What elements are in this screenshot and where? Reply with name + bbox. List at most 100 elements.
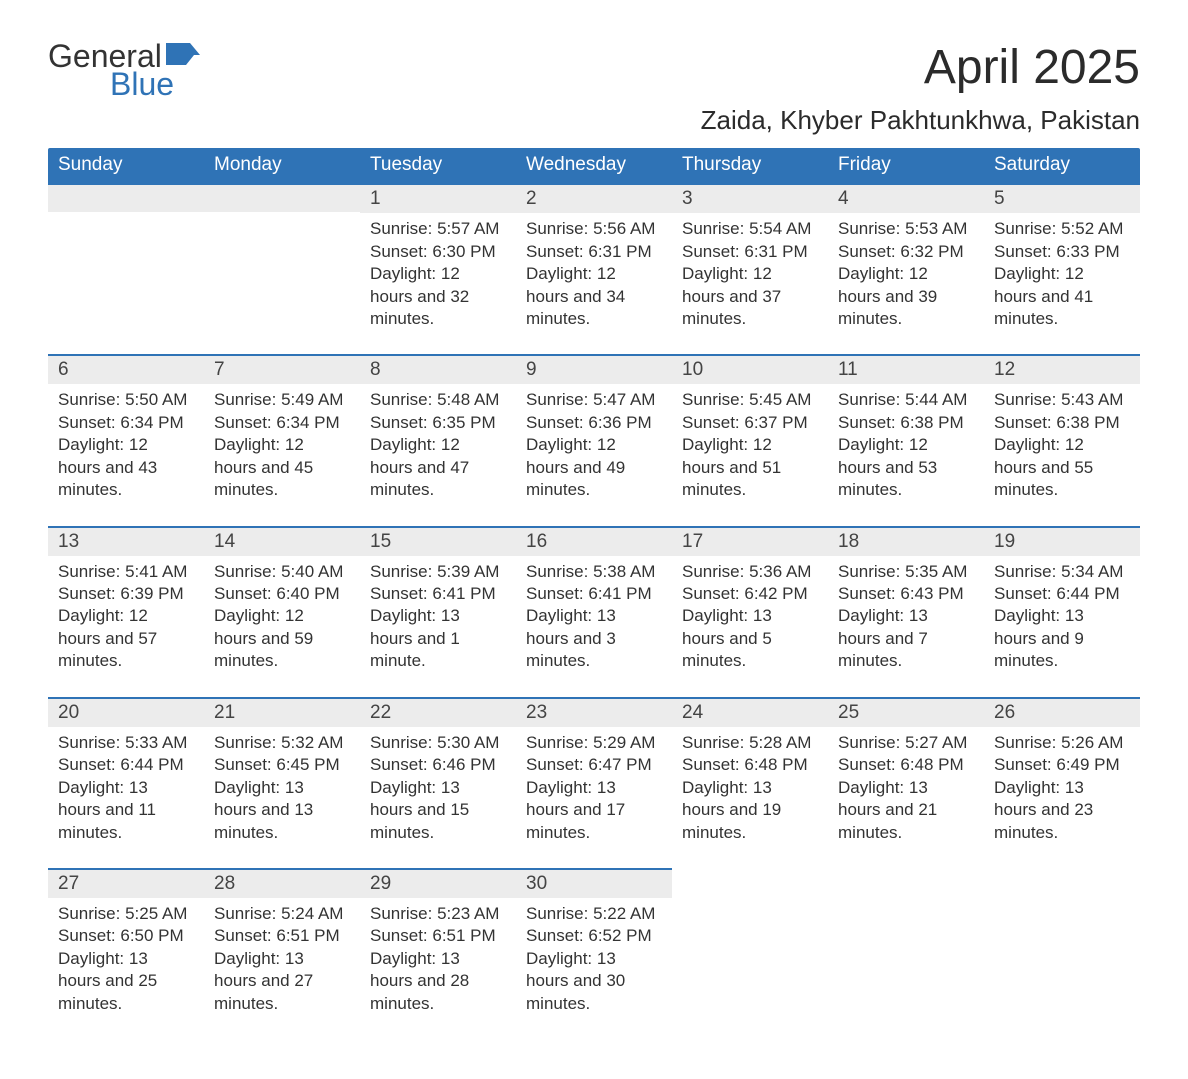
- day-cell: 28 Sunrise: 5:24 AMSunset: 6:51 PMDayligh…: [204, 868, 360, 1039]
- day-cell: 1Sunrise: 5:57 AMSunset: 6:30 PMDaylight…: [360, 183, 516, 354]
- sunrise-line: Sunrise: 5:38 AM: [526, 561, 662, 583]
- sunset-line: Sunset: 6:44 PM: [58, 754, 194, 776]
- day-cell: 16Sunrise: 5:38 AMSunset: 6:41 PMDayligh…: [516, 526, 672, 697]
- sunset-line: Sunset: 6:36 PM: [526, 412, 662, 434]
- day-cell: 3Sunrise: 5:54 AMSunset: 6:31 PMDaylight…: [672, 183, 828, 354]
- day-body: [204, 212, 360, 316]
- daylight-line: Daylight: 13 hours and 23 minutes.: [994, 777, 1130, 844]
- day-cell: 10Sunrise: 5:45 AMSunset: 6:37 PMDayligh…: [672, 354, 828, 525]
- daylight-line: Daylight: 12 hours and 32 minutes.: [370, 263, 506, 330]
- daylight-line: Daylight: 13 hours and 25 minutes.: [58, 948, 194, 1015]
- daylight-line: Daylight: 12 hours and 43 minutes.: [58, 434, 194, 501]
- day-number: 20: [48, 697, 204, 727]
- sunset-line: Sunset: 6:47 PM: [526, 754, 662, 776]
- sunrise-line: Sunrise: 5:52 AM: [994, 218, 1130, 240]
- sunset-line: Sunset: 6:39 PM: [58, 583, 194, 605]
- day-number: 27: [48, 868, 204, 898]
- daylight-line: Daylight: 13 hours and 27 minutes.: [214, 948, 350, 1015]
- day-body: Sunrise: 5:32 AMSunset: 6:45 PMDaylight:…: [204, 727, 360, 868]
- sunrise-line: Sunrise: 5:35 AM: [838, 561, 974, 583]
- day-number: 24: [672, 697, 828, 727]
- day-number: 7: [204, 354, 360, 384]
- day-body: [984, 897, 1140, 1001]
- day-body: Sunrise: 5:57 AMSunset: 6:30 PMDaylight:…: [360, 213, 516, 354]
- day-body: Sunrise: 5:26 AMSunset: 6:49 PMDaylight:…: [984, 727, 1140, 868]
- sunset-line: Sunset: 6:51 PM: [370, 925, 506, 947]
- day-number: 10: [672, 354, 828, 384]
- day-number: 13: [48, 526, 204, 556]
- daylight-line: Daylight: 12 hours and 55 minutes.: [994, 434, 1130, 501]
- sunrise-line: Sunrise: 5:24 AM: [214, 903, 350, 925]
- day-number: 17: [672, 526, 828, 556]
- day-body: Sunrise: 5:44 AMSunset: 6:38 PMDaylight:…: [828, 384, 984, 525]
- daylight-line: Daylight: 12 hours and 45 minutes.: [214, 434, 350, 501]
- sunrise-line: Sunrise: 5:47 AM: [526, 389, 662, 411]
- week-row: 27Sunrise: 5:25 AMSunset: 6:50 PMDayligh…: [48, 868, 1140, 1039]
- day-number: 22: [360, 697, 516, 727]
- day-cell: 30Sunrise: 5:22 AMSunset: 6:52 PMDayligh…: [516, 868, 672, 1039]
- day-cell: 7Sunrise: 5:49 AMSunset: 6:34 PMDaylight…: [204, 354, 360, 525]
- day-number: 14: [204, 526, 360, 556]
- sunset-line: Sunset: 6:34 PM: [58, 412, 194, 434]
- weekday-cell: Sunday: [48, 148, 204, 183]
- sunset-line: Sunset: 6:31 PM: [526, 241, 662, 263]
- daylight-line: Daylight: 13 hours and 19 minutes.: [682, 777, 818, 844]
- day-body: [48, 212, 204, 316]
- sunrise-line: Sunrise: 5:50 AM: [58, 389, 194, 411]
- day-cell-empty: [672, 868, 828, 1039]
- day-number: [828, 868, 984, 897]
- day-body: Sunrise: 5:41 AMSunset: 6:39 PMDaylight:…: [48, 556, 204, 697]
- day-cell: 20Sunrise: 5:33 AMSunset: 6:44 PMDayligh…: [48, 697, 204, 868]
- day-number: 3: [672, 183, 828, 213]
- day-body: Sunrise: 5:36 AMSunset: 6:42 PMDaylight:…: [672, 556, 828, 697]
- day-body: [672, 897, 828, 1001]
- day-body: Sunrise: 5:40 AMSunset: 6:40 PMDaylight:…: [204, 556, 360, 697]
- week-row: 6Sunrise: 5:50 AMSunset: 6:34 PMDaylight…: [48, 354, 1140, 525]
- daylight-line: Daylight: 13 hours and 17 minutes.: [526, 777, 662, 844]
- day-cell-empty: [48, 183, 204, 354]
- sunset-line: Sunset: 6:38 PM: [838, 412, 974, 434]
- daylight-line: Daylight: 13 hours and 7 minutes.: [838, 605, 974, 672]
- weekday-cell: Wednesday: [516, 148, 672, 183]
- sunrise-line: Sunrise: 5:45 AM: [682, 389, 818, 411]
- day-body: Sunrise: 5:54 AMSunset: 6:31 PMDaylight:…: [672, 213, 828, 354]
- daylight-line: Daylight: 13 hours and 1 minute.: [370, 605, 506, 672]
- day-body: Sunrise: 5:27 AMSunset: 6:48 PMDaylight:…: [828, 727, 984, 868]
- sunset-line: Sunset: 6:52 PM: [526, 925, 662, 947]
- day-cell: 21Sunrise: 5:32 AMSunset: 6:45 PMDayligh…: [204, 697, 360, 868]
- weekday-cell: Friday: [828, 148, 984, 183]
- day-number: [672, 868, 828, 897]
- sunrise-line: Sunrise: 5:23 AM: [370, 903, 506, 925]
- day-cell: 8Sunrise: 5:48 AMSunset: 6:35 PMDaylight…: [360, 354, 516, 525]
- calendar: SundayMondayTuesdayWednesdayThursdayFrid…: [48, 148, 1140, 1039]
- sunrise-line: Sunrise: 5:26 AM: [994, 732, 1130, 754]
- sunset-line: Sunset: 6:51 PM: [214, 925, 350, 947]
- sunrise-line: Sunrise: 5:44 AM: [838, 389, 974, 411]
- sunrise-line: Sunrise: 5:25 AM: [58, 903, 194, 925]
- sunrise-line: Sunrise: 5:32 AM: [214, 732, 350, 754]
- day-number: 23: [516, 697, 672, 727]
- daylight-line: Daylight: 12 hours and 39 minutes.: [838, 263, 974, 330]
- week-row: 20Sunrise: 5:33 AMSunset: 6:44 PMDayligh…: [48, 697, 1140, 868]
- day-cell: 18Sunrise: 5:35 AMSunset: 6:43 PMDayligh…: [828, 526, 984, 697]
- daylight-line: Daylight: 13 hours and 21 minutes.: [838, 777, 974, 844]
- day-cell: 13Sunrise: 5:41 AMSunset: 6:39 PMDayligh…: [48, 526, 204, 697]
- day-number: 11: [828, 354, 984, 384]
- day-body: Sunrise: 5:29 AMSunset: 6:47 PMDaylight:…: [516, 727, 672, 868]
- daylight-line: Daylight: 13 hours and 30 minutes.: [526, 948, 662, 1015]
- day-number: 26: [984, 697, 1140, 727]
- sunset-line: Sunset: 6:32 PM: [838, 241, 974, 263]
- sunrise-line: Sunrise: 5:39 AM: [370, 561, 506, 583]
- day-cell: 17Sunrise: 5:36 AMSunset: 6:42 PMDayligh…: [672, 526, 828, 697]
- daylight-line: Daylight: 13 hours and 5 minutes.: [682, 605, 818, 672]
- sunrise-line: Sunrise: 5:48 AM: [370, 389, 506, 411]
- daylight-line: Daylight: 13 hours and 28 minutes.: [370, 948, 506, 1015]
- location-line: Zaida, Khyber Pakhtunkhwa, Pakistan: [48, 105, 1140, 136]
- day-number: 18: [828, 526, 984, 556]
- sunset-line: Sunset: 6:38 PM: [994, 412, 1130, 434]
- day-body: Sunrise: 5:33 AMSunset: 6:44 PMDaylight:…: [48, 727, 204, 868]
- day-number: 28: [204, 868, 360, 898]
- day-body: Sunrise: 5:35 AMSunset: 6:43 PMDaylight:…: [828, 556, 984, 697]
- day-cell: 27Sunrise: 5:25 AMSunset: 6:50 PMDayligh…: [48, 868, 204, 1039]
- day-number: 12: [984, 354, 1140, 384]
